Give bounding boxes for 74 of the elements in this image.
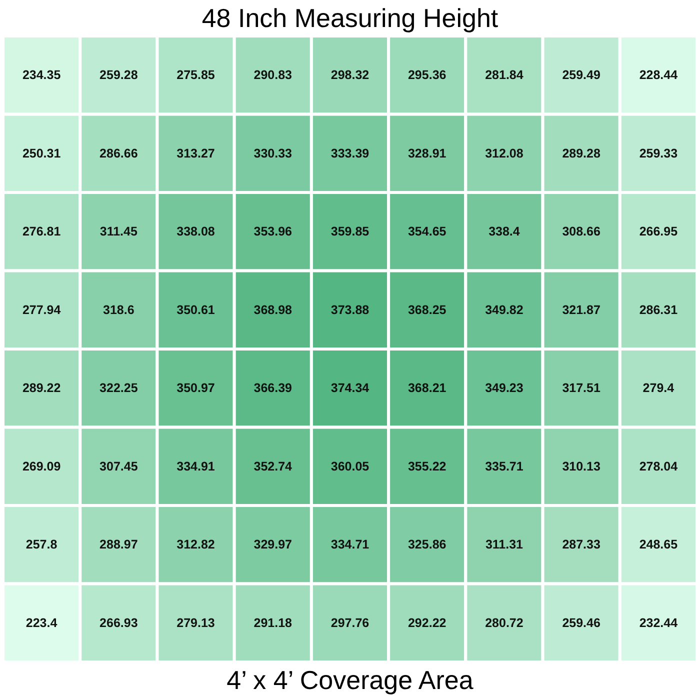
data-label: 355.22 — [408, 459, 446, 474]
data-label: 279.4 — [642, 381, 674, 396]
data-label: 310.13 — [562, 459, 600, 474]
data-label: 359.85 — [330, 224, 370, 239]
data-label: 286.66 — [100, 146, 138, 160]
data-label: 289.22 — [22, 381, 61, 396]
data-label: 373.88 — [330, 302, 370, 317]
data-label: 313.27 — [176, 146, 215, 160]
data-label: 325.86 — [408, 538, 446, 552]
data-label: 266.95 — [639, 224, 678, 239]
data-label: 311.31 — [485, 538, 524, 552]
data-label: 287.33 — [562, 538, 600, 552]
data-label: 232.44 — [639, 616, 678, 630]
data-label: 329.97 — [254, 538, 292, 552]
data-label: 288.97 — [100, 538, 138, 552]
data-label: 307.45 — [100, 459, 138, 474]
data-label: 317.51 — [562, 381, 600, 396]
data-label: 368.21 — [408, 381, 446, 396]
data-label: 353.96 — [254, 224, 292, 239]
data-label: 259.46 — [562, 616, 600, 630]
data-label: 297.76 — [330, 616, 370, 630]
data-label: 278.04 — [639, 459, 678, 474]
x-axis-title: 4’ x 4’ Coverage Area — [226, 664, 474, 697]
data-label: 290.83 — [254, 68, 292, 82]
data-label: 276.81 — [22, 224, 61, 239]
data-label: 321.87 — [562, 302, 600, 317]
data-label: 350.61 — [176, 302, 215, 317]
data-label: 354.65 — [408, 224, 446, 239]
data-label: 269.09 — [22, 459, 61, 474]
data-label: 360.05 — [330, 459, 370, 474]
data-label: 228.44 — [639, 68, 678, 82]
data-label: 295.36 — [408, 68, 446, 82]
data-label: 280.72 — [485, 616, 524, 630]
data-label: 352.74 — [254, 459, 292, 474]
data-label: 349.82 — [485, 302, 524, 317]
data-label: 292.22 — [408, 616, 446, 630]
chart-title: 48 Inch Measuring Height — [200, 2, 500, 35]
data-label: 234.35 — [22, 68, 61, 82]
data-label: 291.18 — [254, 616, 292, 630]
data-label: 223.4 — [26, 616, 58, 630]
data-label: 368.98 — [254, 302, 292, 317]
data-label: 281.84 — [485, 68, 524, 82]
data-label: 259.33 — [639, 146, 678, 160]
data-label: 322.25 — [100, 381, 138, 396]
data-label: 289.28 — [562, 146, 600, 160]
data-label: 250.31 — [22, 146, 61, 160]
data-label: 312.08 — [485, 146, 524, 160]
data-label: 248.65 — [639, 538, 678, 552]
data-label: 330.33 — [254, 146, 292, 160]
data-label: 374.34 — [330, 381, 370, 396]
data-label: 275.85 — [176, 68, 215, 82]
data-label: 328.91 — [408, 146, 446, 160]
data-label: 333.39 — [330, 146, 370, 160]
data-label: 349.23 — [485, 381, 524, 396]
data-label: 277.94 — [22, 302, 61, 317]
data-label: 368.25 — [408, 302, 446, 317]
data-label: 318.6 — [103, 302, 134, 317]
data-label: 338.4 — [488, 224, 520, 239]
data-label: 279.13 — [176, 616, 215, 630]
data-label: 298.32 — [330, 68, 370, 82]
data-label: 350.97 — [176, 381, 215, 396]
data-label: 286.31 — [639, 302, 678, 317]
data-label: 338.08 — [176, 224, 215, 239]
data-label: 334.71 — [330, 538, 370, 552]
data-label: 266.93 — [100, 616, 138, 630]
data-label: 308.66 — [562, 224, 600, 239]
data-label: 335.71 — [485, 459, 524, 474]
data-label: 259.28 — [100, 68, 138, 82]
data-label: 259.49 — [562, 68, 600, 82]
data-label: 312.82 — [176, 538, 215, 552]
data-label: 257.8 — [26, 538, 58, 552]
data-label: 334.91 — [176, 459, 215, 474]
data-label: 311.45 — [100, 224, 138, 239]
data-label: 366.39 — [254, 381, 292, 396]
